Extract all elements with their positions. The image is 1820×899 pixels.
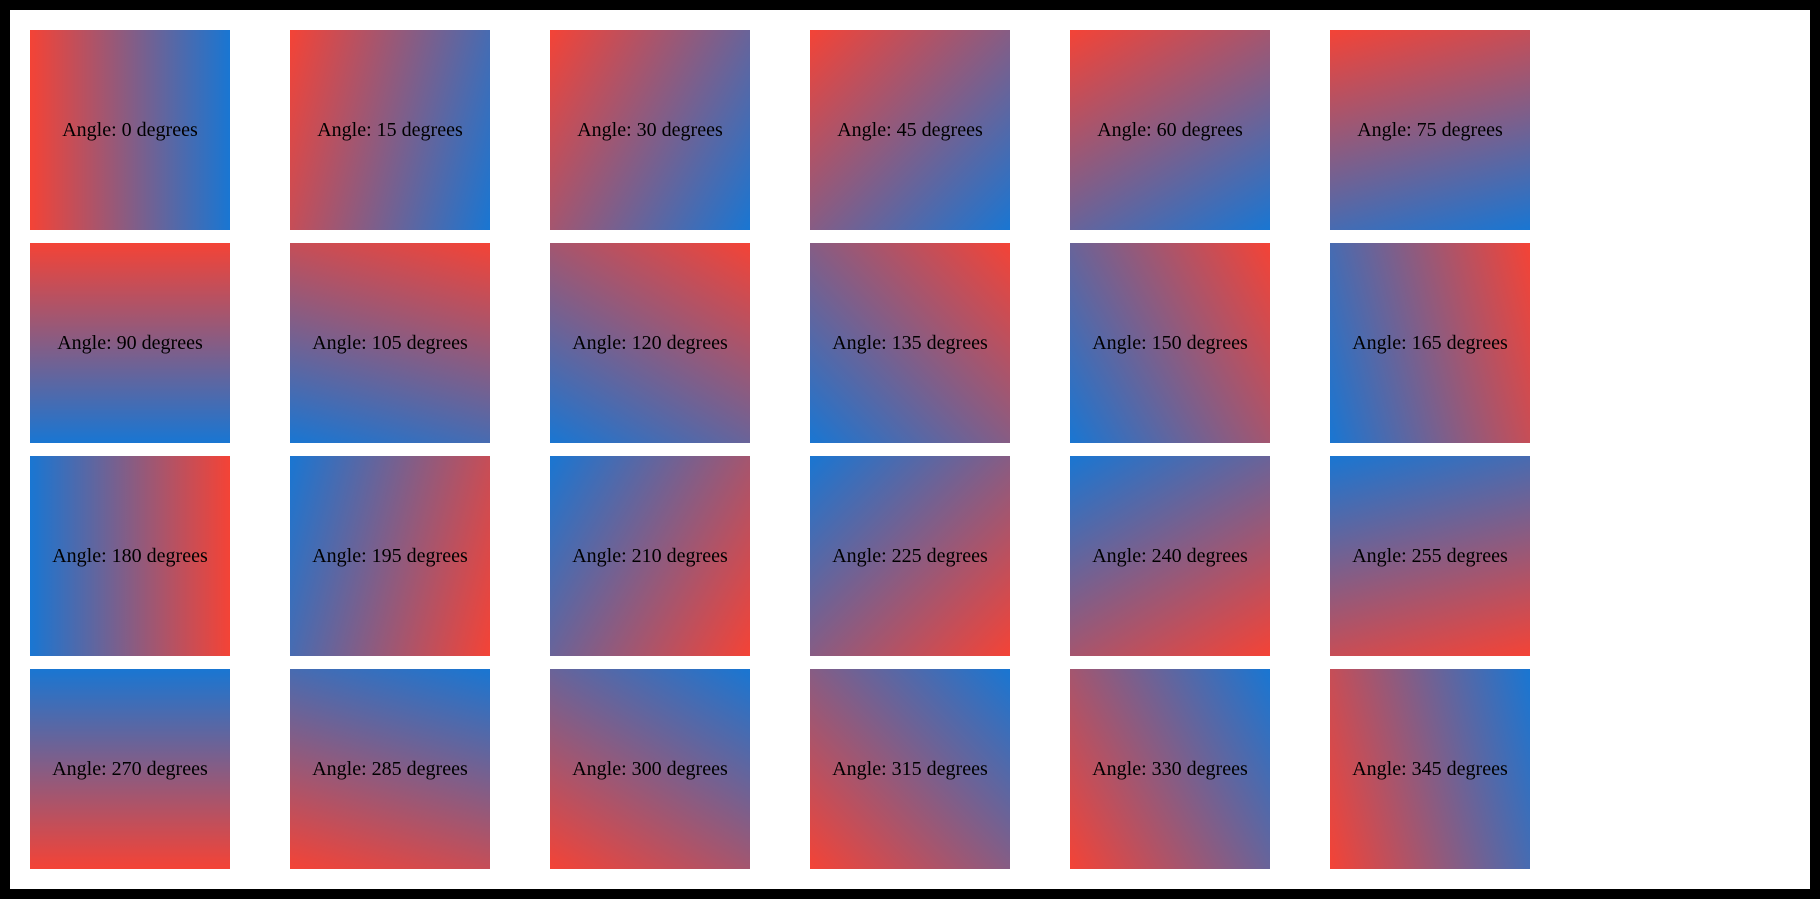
gradient-swatch-label: Angle: 315 degrees [832, 757, 988, 780]
gradient-swatch: Angle: 90 degrees [30, 243, 230, 443]
gradient-swatch: Angle: 0 degrees [30, 30, 230, 230]
gradient-swatch: Angle: 150 degrees [1070, 243, 1270, 443]
gradient-swatch: Angle: 30 degrees [550, 30, 750, 230]
gradient-swatch-label: Angle: 0 degrees [62, 118, 198, 141]
gradient-swatch: Angle: 45 degrees [810, 30, 1010, 230]
gradient-swatch: Angle: 255 degrees [1330, 456, 1530, 656]
gradient-swatch: Angle: 105 degrees [290, 243, 490, 443]
gradient-swatch-label: Angle: 75 degrees [1357, 118, 1503, 141]
gradient-swatch-label: Angle: 150 degrees [1092, 331, 1248, 354]
gradient-swatch: Angle: 210 degrees [550, 456, 750, 656]
gradient-swatch-label: Angle: 210 degrees [572, 544, 728, 567]
gradient-swatch: Angle: 345 degrees [1330, 669, 1530, 869]
gradient-swatch-label: Angle: 300 degrees [572, 757, 728, 780]
gradient-swatch: Angle: 330 degrees [1070, 669, 1270, 869]
gradient-swatch: Angle: 315 degrees [810, 669, 1010, 869]
gradient-swatch-label: Angle: 225 degrees [832, 544, 988, 567]
gradient-swatch-label: Angle: 240 degrees [1092, 544, 1248, 567]
gradient-swatch-label: Angle: 105 degrees [312, 331, 468, 354]
gradient-swatch: Angle: 180 degrees [30, 456, 230, 656]
gradient-swatch: Angle: 120 degrees [550, 243, 750, 443]
gradient-swatch: Angle: 165 degrees [1330, 243, 1530, 443]
gradient-swatch: Angle: 270 degrees [30, 669, 230, 869]
gradient-swatch: Angle: 225 degrees [810, 456, 1010, 656]
gradient-swatch-label: Angle: 165 degrees [1352, 331, 1508, 354]
gradient-swatch: Angle: 195 degrees [290, 456, 490, 656]
page-background: Angle: 0 degrees Angle: 15 degrees Angle… [10, 10, 1810, 889]
gradient-swatch-label: Angle: 330 degrees [1092, 757, 1248, 780]
gradient-swatch: Angle: 285 degrees [290, 669, 490, 869]
gradient-swatch-label: Angle: 195 degrees [312, 544, 468, 567]
gradient-swatch-label: Angle: 120 degrees [572, 331, 728, 354]
gradient-swatch: Angle: 15 degrees [290, 30, 490, 230]
gradient-swatch-label: Angle: 15 degrees [317, 118, 463, 141]
gradient-swatch: Angle: 60 degrees [1070, 30, 1270, 230]
gradient-swatch: Angle: 300 degrees [550, 669, 750, 869]
gradient-swatch-label: Angle: 270 degrees [52, 757, 208, 780]
gradient-swatch-label: Angle: 45 degrees [837, 118, 983, 141]
gradient-swatch-label: Angle: 180 degrees [52, 544, 208, 567]
gradient-swatch-label: Angle: 345 degrees [1352, 757, 1508, 780]
gradient-grid: Angle: 0 degrees Angle: 15 degrees Angle… [30, 30, 1810, 869]
gradient-swatch-label: Angle: 135 degrees [832, 331, 988, 354]
gradient-swatch-label: Angle: 60 degrees [1097, 118, 1243, 141]
gradient-swatch-label: Angle: 30 degrees [577, 118, 723, 141]
gradient-swatch: Angle: 75 degrees [1330, 30, 1530, 230]
gradient-swatch-label: Angle: 285 degrees [312, 757, 468, 780]
gradient-swatch: Angle: 240 degrees [1070, 456, 1270, 656]
gradient-swatch-label: Angle: 255 degrees [1352, 544, 1508, 567]
gradient-swatch: Angle: 135 degrees [810, 243, 1010, 443]
gradient-swatch-label: Angle: 90 degrees [57, 331, 203, 354]
